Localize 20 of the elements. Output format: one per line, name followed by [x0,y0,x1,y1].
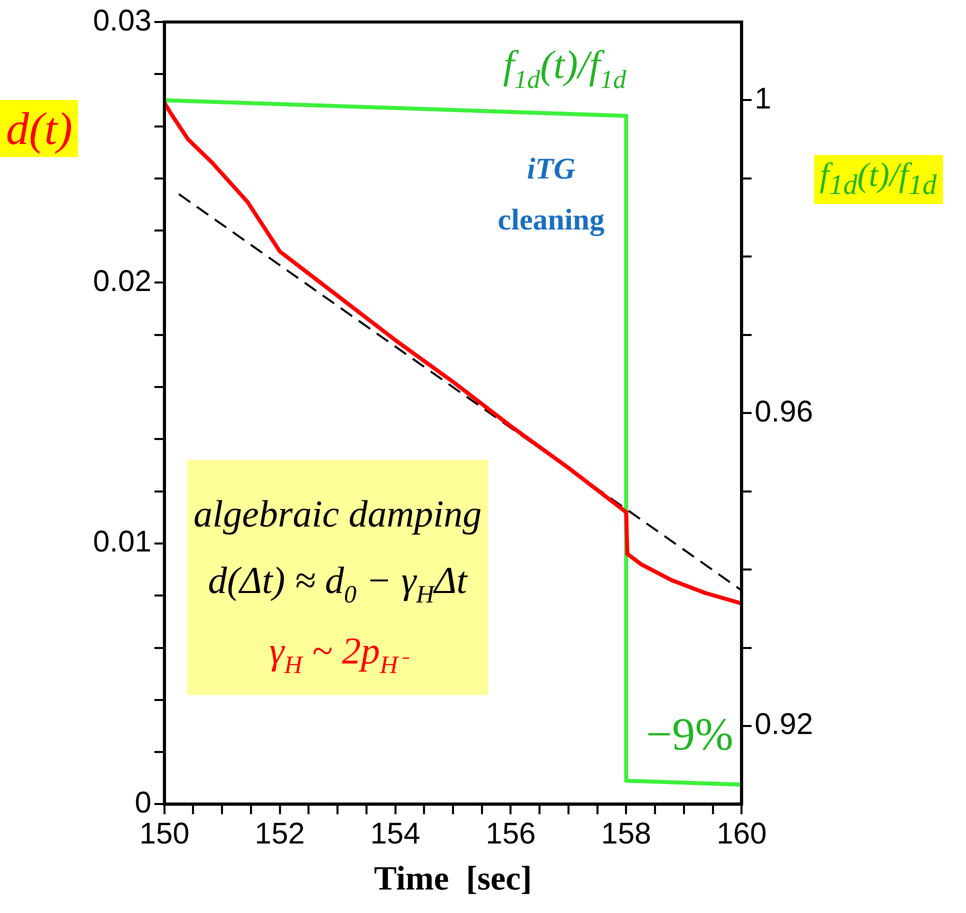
y2-tick-label: 0.92 [754,708,813,742]
x-tick-label: 158 [601,817,652,850]
annotation: cleaning [498,203,604,236]
y-tick-label: 0 [134,786,152,820]
y-axis-title: d(t) [0,100,78,158]
y-tick-label: 0.02 [93,265,152,298]
y2-axis-title: f$_{1d}$(t)/f$_{1d}$ [814,154,943,204]
annotation: algebraic damping [193,494,482,536]
x-tick-label: 152 [254,817,305,850]
x-tick-label: 156 [486,817,536,850]
x-tick-label: 150 [139,817,190,850]
x-tick-label: 154 [370,817,420,850]
annotation: −9% [646,708,734,760]
x-tick-label: 160 [716,817,767,850]
y2-tick-label: 1 [754,82,772,116]
y-tick-label: 0.01 [93,526,152,559]
annotation: iTG [526,152,576,186]
x-axis-title: Time [sec] [374,860,532,898]
y-tick-label: 0.03 [93,4,152,38]
y2-tick-label: 0.96 [754,395,813,428]
